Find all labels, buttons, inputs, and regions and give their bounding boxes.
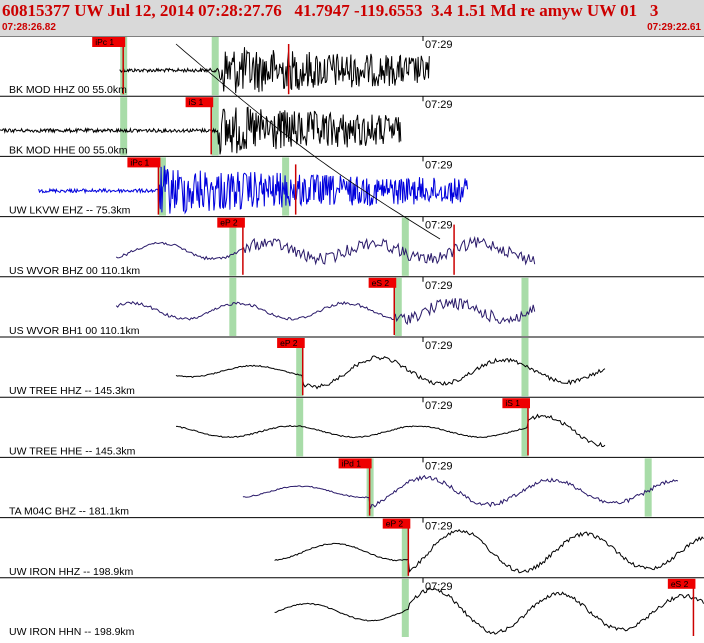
waveform-trace <box>0 106 402 155</box>
channel-label: TA M04C BHZ -- 181.1km <box>9 506 129 518</box>
phase-pick-label: iPc 1 <box>130 157 149 167</box>
phase-pick-label: iPd 1 <box>342 458 362 468</box>
window-marker <box>211 37 219 96</box>
phase-pick-tag[interactable] <box>217 217 245 228</box>
window-marker <box>644 458 652 517</box>
phase-pick-tag[interactable] <box>127 157 161 168</box>
window-marker <box>229 217 237 276</box>
phase-pick-tag[interactable] <box>338 458 372 469</box>
window-marker <box>296 338 304 397</box>
phase-pick-tag[interactable] <box>277 338 305 348</box>
minute-tick-label: 07:29 <box>425 39 453 51</box>
phase-pick-tag[interactable] <box>368 277 397 288</box>
minute-tick-label: 07:29 <box>425 280 453 292</box>
waveform-trace <box>242 474 679 509</box>
minute-tick-label: 07:29 <box>425 521 453 533</box>
phase-pick-tag[interactable] <box>382 518 411 529</box>
waveform-trace <box>119 47 430 94</box>
waveform-trace <box>175 355 606 390</box>
trace-canvas[interactable]: iPc 1 07:29 BK MOD HHZ 00 55.0km iS 1 07:29 B… <box>0 35 704 638</box>
phase-pick-label: eP 2 <box>220 218 238 228</box>
window-marker <box>521 398 529 457</box>
phase-pick-tag[interactable] <box>667 578 696 589</box>
channel-label: US WVOR BHZ 00 110.1km <box>9 265 140 277</box>
trace-panel[interactable]: iPc 1 07:29 BK MOD HHZ 00 55.0km iS 1 07:29 B… <box>0 35 704 638</box>
channel-label: US WVOR BH1 00 110.1km <box>9 325 140 337</box>
minute-tick-label: 07:29 <box>425 159 453 171</box>
phase-pick-label: eS 2 <box>671 579 689 589</box>
phase-pick-label: eP 2 <box>386 519 404 529</box>
window-marker <box>296 398 304 457</box>
event-header: 60815377 UW Jul 12, 2014 07:28:27.76 41.… <box>0 0 704 36</box>
phase-pick-tag[interactable] <box>185 97 214 108</box>
window-marker <box>394 277 402 336</box>
window-marker <box>158 157 166 216</box>
window-marker <box>229 277 237 336</box>
window-marker <box>401 518 409 577</box>
window-start-time: 07:28:26.82 <box>2 22 56 33</box>
window-marker <box>401 217 409 276</box>
event-title: 60815377 UW Jul 12, 2014 07:28:27.76 41.… <box>2 1 659 20</box>
phase-pick-label: iPc 1 <box>95 37 114 47</box>
phase-pick-label: eS 2 <box>372 278 390 288</box>
waveform-trace <box>274 587 704 635</box>
minute-tick-label: 07:29 <box>425 99 453 111</box>
phase-pick-label: iS 1 <box>505 398 520 408</box>
waveform-trace <box>176 413 606 448</box>
waveform-trace <box>115 235 536 266</box>
phase-pick-label: iS 1 <box>189 97 204 107</box>
minute-tick-label: 07:29 <box>425 581 453 593</box>
minute-tick-label: 07:29 <box>425 340 453 352</box>
phase-pick-label: eP 2 <box>280 338 298 348</box>
channel-label: UW TREE HHZ -- 145.3km <box>9 385 135 397</box>
phase-pick-tag[interactable] <box>92 37 126 47</box>
channel-label: UW LKVW EHZ -- 75.3km <box>9 205 131 217</box>
window-marker <box>521 277 529 336</box>
channel-label: UW IRON HHZ -- 198.9km <box>9 566 134 578</box>
minute-tick-label: 07:29 <box>425 460 453 472</box>
phase-pick-tag[interactable] <box>502 398 530 409</box>
theoretical-travel-time-curve <box>175 43 441 240</box>
waveform-trace <box>38 165 468 215</box>
minute-tick-label: 07:29 <box>425 220 453 232</box>
channel-label: BK MOD HHE 00 55.0km <box>9 144 128 156</box>
channel-label: UW TREE HHE -- 145.3km <box>9 445 136 457</box>
waveform-trace <box>115 297 536 326</box>
window-marker <box>120 97 128 156</box>
window-marker <box>521 338 529 397</box>
window-end-time: 07:29:22.61 <box>647 22 701 33</box>
waveform-trace <box>274 529 704 574</box>
window-marker <box>401 578 409 637</box>
minute-tick-label: 07:29 <box>425 400 453 412</box>
channel-label: UW IRON HHN -- 198.9km <box>9 626 135 638</box>
window-marker <box>211 97 219 156</box>
channel-label: BK MOD HHZ 00 55.0km <box>9 84 127 96</box>
